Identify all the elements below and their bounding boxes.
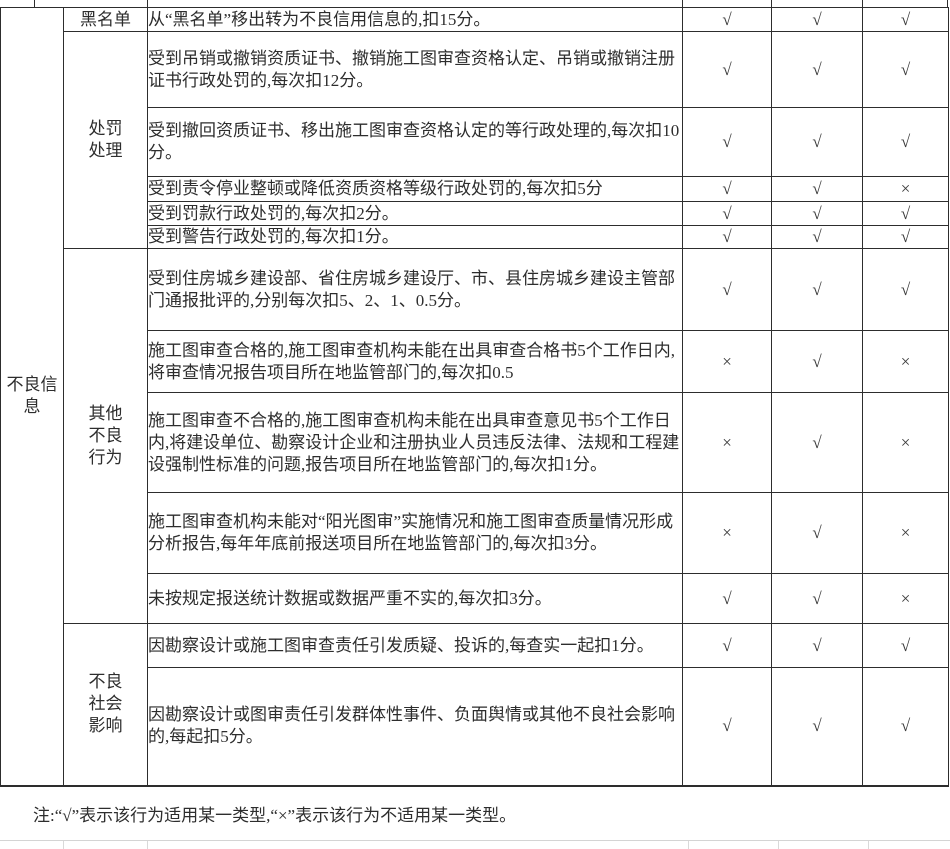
gridline-segment [947,0,948,7]
mark-cell[interactable]: √ [862,31,949,108]
mark-cell[interactable]: √ [771,573,863,624]
group-cell-penalty[interactable]: 处罚 处理 [63,31,148,249]
category-cell[interactable]: 不良信 息 [0,7,64,786]
gridline-segment [771,0,772,7]
mark-cell[interactable]: √ [682,107,772,177]
group-cell-blacklist[interactable]: 黑名单 [63,7,148,32]
mark-cell[interactable]: √ [862,7,949,32]
mark-cell[interactable]: √ [682,667,772,786]
mark-cell[interactable]: × [862,573,949,624]
gridline-segment [147,0,148,7]
gridline-segment [688,840,689,849]
desc-cell[interactable]: 受到警告行政处罚的,每次扣1分。 [147,225,683,249]
footnote-row: 注:“√”表示该行为适用某一类型,“×”表示该行为不适用某一类型。 [0,787,950,840]
desc-cell[interactable]: 受到吊销或撤销资质证书、撤销施工图审查资格认定、吊销或撤销注册证书行政处罚的,每… [147,31,683,108]
gridline-segment [63,840,64,849]
desc-cell[interactable]: 施工图审查合格的,施工图审查机构未能在出具审查合格书5个工作日内,将审查情况报告… [147,330,683,393]
footnote-text: 注:“√”表示该行为适用某一类型,“×”表示该行为不适用某一类型。 [33,805,517,825]
desc-cell[interactable]: 从“黑名单”移出转为不良信用信息的,扣15分。 [147,7,683,32]
mark-cell[interactable]: √ [862,107,949,177]
mark-cell[interactable]: √ [682,225,772,249]
desc-cell[interactable]: 受到罚款行政处罚的,每次扣2分。 [147,201,683,226]
mark-cell[interactable]: √ [771,667,863,786]
top-partial-row [0,0,948,7]
mark-cell[interactable]: × [862,330,949,393]
mark-cell[interactable]: × [682,330,772,393]
mark-cell[interactable]: √ [771,392,863,493]
mark-cell[interactable]: × [682,492,772,574]
mark-cell[interactable]: √ [862,623,949,668]
desc-cell[interactable]: 施工图审查不合格的,施工图审查机构未能在出具审查意见书5个工作日内,将建设单位、… [147,392,683,493]
score-table: 不良信 息 黑名单 从“黑名单”移出转为不良信用信息的,扣15分。 √ √ √ … [0,7,949,787]
mark-cell[interactable]: √ [771,623,863,668]
desc-cell[interactable]: 因勘察设计或施工图审查责任引发质疑、投诉的,每查实一起扣1分。 [147,623,683,668]
mark-cell[interactable]: √ [771,31,863,108]
mark-cell[interactable]: √ [682,201,772,226]
desc-cell[interactable]: 受到撤回资质证书、移出施工图审查资格认定的等行政处理的,每次扣10分。 [147,107,683,177]
next-row-gridlines [0,839,950,849]
mark-cell[interactable]: √ [682,573,772,624]
mark-cell[interactable]: √ [771,201,863,226]
mark-cell[interactable]: √ [771,492,863,574]
gridline-segment [34,0,35,7]
mark-cell[interactable]: √ [682,248,772,331]
gridline-segment [682,0,683,7]
gridline-segment [862,0,863,7]
desc-cell[interactable]: 受到责令停业整顿或降低资质资格等级行政处罚的,每次扣5分 [147,176,683,202]
mark-cell[interactable]: × [682,392,772,493]
desc-cell[interactable]: 受到住房城乡建设部、省住房城乡建设厅、市、县住房城乡建设主管部门通报批评的,分别… [147,248,683,331]
mark-cell[interactable]: × [862,176,949,202]
gridline-segment [147,840,148,849]
mark-cell[interactable]: √ [771,248,863,331]
mark-cell[interactable]: √ [771,225,863,249]
mark-cell[interactable]: √ [771,107,863,177]
mark-cell[interactable]: √ [682,31,772,108]
mark-cell[interactable]: √ [771,176,863,202]
desc-cell[interactable]: 未按规定报送统计数据或数据严重不实的,每次扣3分。 [147,573,683,624]
mark-cell[interactable]: √ [771,330,863,393]
group-cell-bad-social-impact[interactable]: 不良 社会 影响 [63,623,148,786]
group-cell-other-bad-behavior[interactable]: 其他 不良 行为 [63,248,148,624]
mark-cell[interactable]: √ [862,248,949,331]
mark-cell[interactable]: √ [682,7,772,32]
mark-cell[interactable]: √ [862,667,949,786]
gridline-segment [778,840,779,849]
desc-cell[interactable]: 因勘察设计或图审责任引发群体性事件、负面舆情或其他不良社会影响的,每起扣5分。 [147,667,683,786]
desc-cell[interactable]: 施工图审查机构未能对“阳光图审”实施情况和施工图审查质量情况形成分析报告,每年年… [147,492,683,574]
gridline-segment [868,840,869,849]
mark-cell[interactable]: √ [771,7,863,32]
mark-cell[interactable]: × [862,492,949,574]
mark-cell[interactable]: √ [862,225,949,249]
mark-cell[interactable]: √ [682,176,772,202]
mark-cell[interactable]: × [862,392,949,493]
mark-cell[interactable]: √ [682,623,772,668]
mark-cell[interactable]: √ [862,201,949,226]
